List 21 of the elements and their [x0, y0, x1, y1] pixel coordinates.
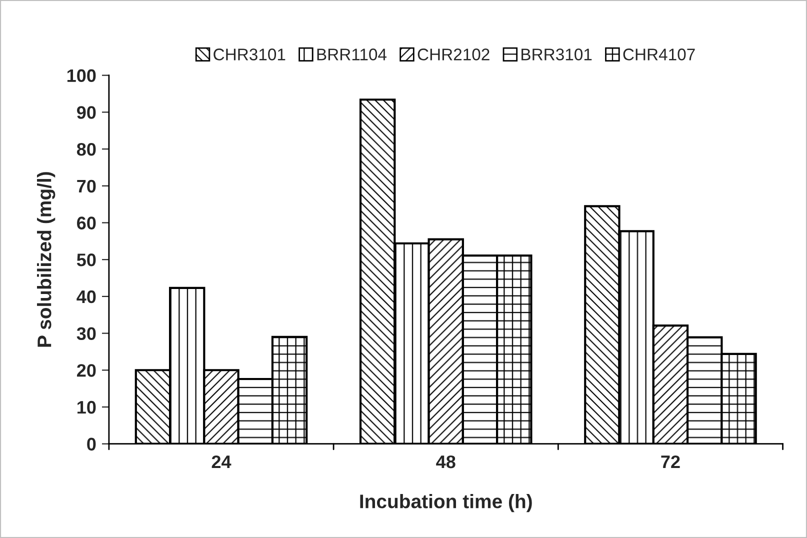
y-tick-label: 0	[87, 438, 96, 451]
y-tick-label: 20	[76, 364, 96, 377]
x-axis-title: Incubation time (h)	[360, 494, 532, 512]
legend-label: CHR2102	[418, 48, 490, 60]
y-tick-label: 90	[76, 106, 96, 119]
y-tick-label: 10	[78, 400, 96, 414]
legend-label: CHR4107	[623, 48, 695, 60]
y-axis-title: P solubilized (mg/l)	[37, 172, 56, 347]
legend-label: CHR3101	[214, 48, 286, 60]
legend-label: BRR1104	[317, 48, 387, 60]
y-tick-label: 100	[67, 69, 96, 82]
y-tick-label: 50	[76, 254, 96, 266]
y-tick-label: 60	[77, 216, 96, 230]
x-tick-label: 48	[436, 455, 456, 468]
y-tick-label: 30	[76, 327, 96, 340]
y-tick-label: 40	[76, 290, 96, 304]
legend-label: BRR3101	[522, 48, 592, 60]
y-tick-label: 80	[76, 142, 96, 156]
y-tick-label: 70	[77, 180, 96, 193]
x-tick-label: 72	[661, 455, 680, 468]
x-tick-label: 24	[212, 455, 232, 468]
